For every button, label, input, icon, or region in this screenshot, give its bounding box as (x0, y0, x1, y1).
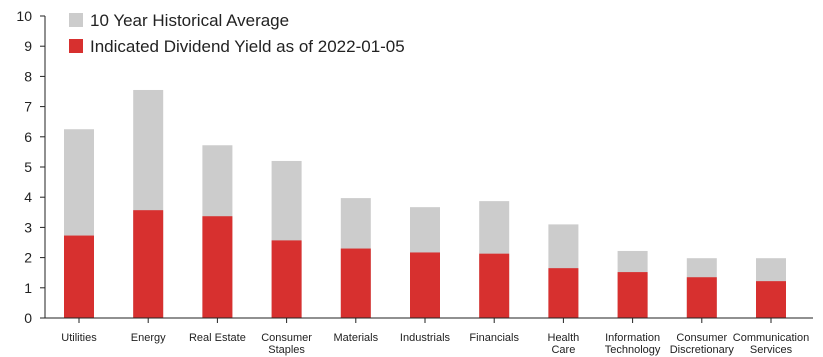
y-tick-label: 9 (24, 38, 32, 54)
x-tick-label: Consumer Staples (261, 332, 312, 356)
bar-dividend-yield (410, 252, 440, 318)
x-tick-label: Energy (131, 332, 166, 344)
y-tick-label: 1 (24, 280, 32, 296)
bar-dividend-yield (479, 253, 510, 318)
bar-dividend-yield (548, 268, 579, 318)
y-axis: 0 1 2 3 4 5 6 7 8 9 10 (16, 8, 46, 326)
x-tick-label: Communication Services (733, 332, 809, 356)
y-tick-label: 4 (24, 189, 32, 205)
y-tick-label: 0 (24, 310, 32, 326)
y-tick-label: 2 (24, 250, 32, 266)
legend-swatch (69, 13, 83, 27)
x-tick-label: Health Care (548, 332, 580, 356)
bar-dividend-yield (271, 240, 302, 318)
bar-dividend-yield (64, 235, 94, 318)
bar-dividend-yield (617, 272, 648, 318)
bar-dividend-yield (133, 210, 164, 318)
bar-dividend-yield (202, 216, 233, 318)
x-axis: Utilities Energy Real Estate Consumer Staple… (45, 317, 813, 356)
x-tick-label: Real Estate (189, 332, 246, 344)
bar-dividend-yield (686, 277, 717, 318)
bar-dividend-yield (340, 248, 371, 318)
x-tick-label: Materials (333, 332, 378, 344)
y-tick-label: 3 (24, 219, 32, 235)
legend-label: 10 Year Historical Average (90, 11, 289, 30)
legend-label: Indicated Dividend Yield as of 2022-01-0… (90, 37, 405, 56)
legend-swatch (69, 39, 83, 53)
y-tick-label: 5 (24, 159, 32, 175)
x-tick-label: Financials (469, 332, 519, 344)
x-tick-label: Industrials (400, 332, 451, 344)
y-tick-label: 6 (24, 129, 32, 145)
y-tick-label: 8 (24, 68, 32, 84)
bars (64, 89, 786, 319)
y-tick-label: 10 (16, 8, 32, 24)
x-tick-label: Utilities (61, 332, 97, 344)
legend: 10 Year Historical Average Indicated Divi… (69, 11, 405, 56)
x-tick-label: Information Technology (605, 332, 661, 356)
bar-dividend-yield (756, 281, 786, 318)
x-tick-label: Consumer Discretionary (670, 332, 735, 356)
y-tick-label: 7 (24, 99, 32, 115)
